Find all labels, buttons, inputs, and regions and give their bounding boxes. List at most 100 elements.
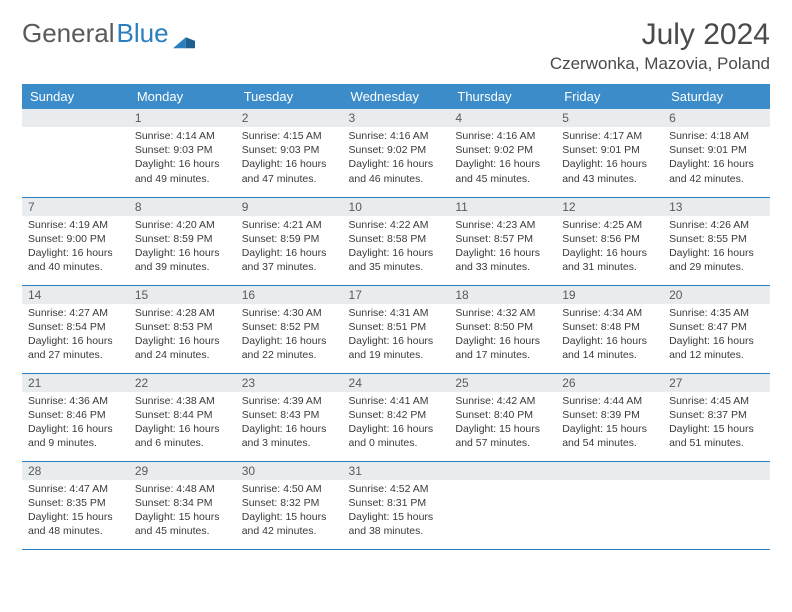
weekday-header: Monday bbox=[129, 84, 236, 109]
sunrise-line: Sunrise: 4:32 AM bbox=[455, 306, 550, 320]
sunset-line: Sunset: 8:57 PM bbox=[455, 232, 550, 246]
sunset-line: Sunset: 9:03 PM bbox=[242, 143, 337, 157]
logo-mark-icon bbox=[173, 25, 195, 43]
day-number: 29 bbox=[129, 462, 236, 480]
calendar-cell: 20Sunrise: 4:35 AMSunset: 8:47 PMDayligh… bbox=[663, 285, 770, 373]
calendar-cell: 25Sunrise: 4:42 AMSunset: 8:40 PMDayligh… bbox=[449, 373, 556, 461]
sunset-line: Sunset: 8:51 PM bbox=[349, 320, 444, 334]
sunset-line: Sunset: 8:44 PM bbox=[135, 408, 230, 422]
day-content: Sunrise: 4:22 AMSunset: 8:58 PMDaylight:… bbox=[343, 216, 450, 279]
sunset-line: Sunset: 9:02 PM bbox=[349, 143, 444, 157]
sunrise-line: Sunrise: 4:16 AM bbox=[349, 129, 444, 143]
day-content: Sunrise: 4:47 AMSunset: 8:35 PMDaylight:… bbox=[22, 480, 129, 543]
calendar-cell: 27Sunrise: 4:45 AMSunset: 8:37 PMDayligh… bbox=[663, 373, 770, 461]
sunset-line: Sunset: 8:59 PM bbox=[135, 232, 230, 246]
sunset-line: Sunset: 9:01 PM bbox=[562, 143, 657, 157]
day-number: 11 bbox=[449, 198, 556, 216]
daylight-line: Daylight: 16 hours and 37 minutes. bbox=[242, 246, 337, 274]
daylight-line: Daylight: 16 hours and 46 minutes. bbox=[349, 157, 444, 185]
daylight-line: Daylight: 15 hours and 51 minutes. bbox=[669, 422, 764, 450]
day-number: 1 bbox=[129, 109, 236, 127]
sunrise-line: Sunrise: 4:25 AM bbox=[562, 218, 657, 232]
day-number bbox=[663, 462, 770, 480]
sunset-line: Sunset: 8:40 PM bbox=[455, 408, 550, 422]
daylight-line: Daylight: 16 hours and 9 minutes. bbox=[28, 422, 123, 450]
calendar-cell: 2Sunrise: 4:15 AMSunset: 9:03 PMDaylight… bbox=[236, 109, 343, 197]
sunset-line: Sunset: 9:03 PM bbox=[135, 143, 230, 157]
daylight-line: Daylight: 16 hours and 33 minutes. bbox=[455, 246, 550, 274]
day-content: Sunrise: 4:16 AMSunset: 9:02 PMDaylight:… bbox=[343, 127, 450, 190]
calendar-cell bbox=[663, 461, 770, 549]
daylight-line: Daylight: 16 hours and 6 minutes. bbox=[135, 422, 230, 450]
sunrise-line: Sunrise: 4:34 AM bbox=[562, 306, 657, 320]
day-content: Sunrise: 4:50 AMSunset: 8:32 PMDaylight:… bbox=[236, 480, 343, 543]
daylight-line: Daylight: 15 hours and 42 minutes. bbox=[242, 510, 337, 538]
sunset-line: Sunset: 8:59 PM bbox=[242, 232, 337, 246]
sunrise-line: Sunrise: 4:15 AM bbox=[242, 129, 337, 143]
sunrise-line: Sunrise: 4:38 AM bbox=[135, 394, 230, 408]
sunrise-line: Sunrise: 4:48 AM bbox=[135, 482, 230, 496]
sunset-line: Sunset: 8:47 PM bbox=[669, 320, 764, 334]
daylight-line: Daylight: 15 hours and 45 minutes. bbox=[135, 510, 230, 538]
calendar-cell: 21Sunrise: 4:36 AMSunset: 8:46 PMDayligh… bbox=[22, 373, 129, 461]
sunset-line: Sunset: 8:42 PM bbox=[349, 408, 444, 422]
weekday-row: SundayMondayTuesdayWednesdayThursdayFrid… bbox=[22, 84, 770, 109]
month-year: July 2024 bbox=[550, 18, 770, 52]
day-number: 12 bbox=[556, 198, 663, 216]
weekday-header: Friday bbox=[556, 84, 663, 109]
day-content: Sunrise: 4:48 AMSunset: 8:34 PMDaylight:… bbox=[129, 480, 236, 543]
day-content: Sunrise: 4:30 AMSunset: 8:52 PMDaylight:… bbox=[236, 304, 343, 367]
calendar-cell: 31Sunrise: 4:52 AMSunset: 8:31 PMDayligh… bbox=[343, 461, 450, 549]
daylight-line: Daylight: 16 hours and 14 minutes. bbox=[562, 334, 657, 362]
day-content: Sunrise: 4:36 AMSunset: 8:46 PMDaylight:… bbox=[22, 392, 129, 455]
day-content: Sunrise: 4:15 AMSunset: 9:03 PMDaylight:… bbox=[236, 127, 343, 190]
daylight-line: Daylight: 16 hours and 45 minutes. bbox=[455, 157, 550, 185]
day-content: Sunrise: 4:52 AMSunset: 8:31 PMDaylight:… bbox=[343, 480, 450, 543]
day-number: 13 bbox=[663, 198, 770, 216]
sunrise-line: Sunrise: 4:19 AM bbox=[28, 218, 123, 232]
day-number bbox=[449, 462, 556, 480]
daylight-line: Daylight: 15 hours and 38 minutes. bbox=[349, 510, 444, 538]
sunrise-line: Sunrise: 4:14 AM bbox=[135, 129, 230, 143]
daylight-line: Daylight: 15 hours and 57 minutes. bbox=[455, 422, 550, 450]
day-content: Sunrise: 4:16 AMSunset: 9:02 PMDaylight:… bbox=[449, 127, 556, 190]
calendar-cell: 14Sunrise: 4:27 AMSunset: 8:54 PMDayligh… bbox=[22, 285, 129, 373]
day-content: Sunrise: 4:35 AMSunset: 8:47 PMDaylight:… bbox=[663, 304, 770, 367]
daylight-line: Daylight: 16 hours and 40 minutes. bbox=[28, 246, 123, 274]
day-content: Sunrise: 4:42 AMSunset: 8:40 PMDaylight:… bbox=[449, 392, 556, 455]
daylight-line: Daylight: 16 hours and 47 minutes. bbox=[242, 157, 337, 185]
calendar-row: 7Sunrise: 4:19 AMSunset: 9:00 PMDaylight… bbox=[22, 197, 770, 285]
day-number: 26 bbox=[556, 374, 663, 392]
daylight-line: Daylight: 16 hours and 19 minutes. bbox=[349, 334, 444, 362]
calendar-row: 28Sunrise: 4:47 AMSunset: 8:35 PMDayligh… bbox=[22, 461, 770, 549]
daylight-line: Daylight: 15 hours and 54 minutes. bbox=[562, 422, 657, 450]
sunrise-line: Sunrise: 4:28 AM bbox=[135, 306, 230, 320]
calendar-cell: 19Sunrise: 4:34 AMSunset: 8:48 PMDayligh… bbox=[556, 285, 663, 373]
sunrise-line: Sunrise: 4:36 AM bbox=[28, 394, 123, 408]
day-content: Sunrise: 4:31 AMSunset: 8:51 PMDaylight:… bbox=[343, 304, 450, 367]
sunrise-line: Sunrise: 4:45 AM bbox=[669, 394, 764, 408]
sunset-line: Sunset: 8:58 PM bbox=[349, 232, 444, 246]
day-number: 14 bbox=[22, 286, 129, 304]
sunrise-line: Sunrise: 4:41 AM bbox=[349, 394, 444, 408]
calendar-cell: 5Sunrise: 4:17 AMSunset: 9:01 PMDaylight… bbox=[556, 109, 663, 197]
sunrise-line: Sunrise: 4:21 AM bbox=[242, 218, 337, 232]
sunset-line: Sunset: 9:02 PM bbox=[455, 143, 550, 157]
logo-text-1: General bbox=[22, 18, 115, 49]
sunrise-line: Sunrise: 4:47 AM bbox=[28, 482, 123, 496]
calendar-cell: 15Sunrise: 4:28 AMSunset: 8:53 PMDayligh… bbox=[129, 285, 236, 373]
calendar-cell bbox=[22, 109, 129, 197]
sunrise-line: Sunrise: 4:44 AM bbox=[562, 394, 657, 408]
logo-text-2: Blue bbox=[117, 18, 169, 49]
sunset-line: Sunset: 8:37 PM bbox=[669, 408, 764, 422]
calendar-cell: 3Sunrise: 4:16 AMSunset: 9:02 PMDaylight… bbox=[343, 109, 450, 197]
sunset-line: Sunset: 9:00 PM bbox=[28, 232, 123, 246]
day-number: 25 bbox=[449, 374, 556, 392]
weekday-header: Thursday bbox=[449, 84, 556, 109]
day-content: Sunrise: 4:32 AMSunset: 8:50 PMDaylight:… bbox=[449, 304, 556, 367]
sunrise-line: Sunrise: 4:39 AM bbox=[242, 394, 337, 408]
calendar-cell: 7Sunrise: 4:19 AMSunset: 9:00 PMDaylight… bbox=[22, 197, 129, 285]
day-number: 6 bbox=[663, 109, 770, 127]
day-content: Sunrise: 4:39 AMSunset: 8:43 PMDaylight:… bbox=[236, 392, 343, 455]
daylight-line: Daylight: 16 hours and 31 minutes. bbox=[562, 246, 657, 274]
